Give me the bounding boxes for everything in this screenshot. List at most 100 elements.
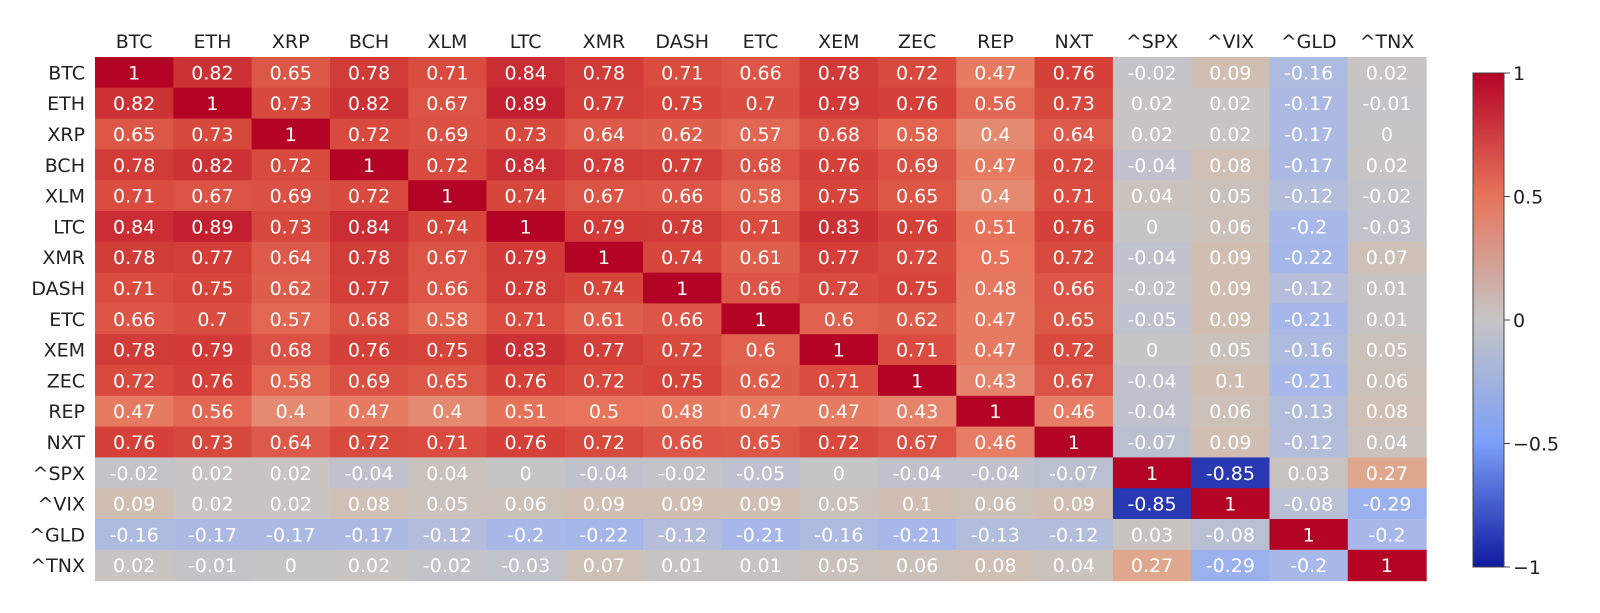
cell-label-spx-ltc: 0 bbox=[520, 463, 532, 485]
heatmap-cell-bch-bch bbox=[329, 149, 409, 181]
heatmap-cell-xem-xmr bbox=[564, 334, 644, 366]
cell-label-xem-zec: 0.71 bbox=[896, 340, 938, 362]
cell-label-xlm-btc: 0.71 bbox=[113, 186, 155, 208]
cell-label-gld-xem: -0.16 bbox=[814, 524, 863, 546]
heatmap-cell-xem-zec bbox=[878, 334, 957, 366]
heatmap-cell-gld-nxt bbox=[1034, 519, 1114, 551]
cell-label-xem-xmr: 0.77 bbox=[583, 340, 625, 362]
heatmap-cell-rep-ltc bbox=[486, 395, 566, 428]
heatmap-cell-zec-btc bbox=[95, 365, 174, 397]
cell-label-xem-btc: 0.78 bbox=[113, 340, 155, 362]
cell-label-bch-gld: -0.17 bbox=[1284, 155, 1333, 177]
heatmap-cell-dash-etc bbox=[721, 272, 801, 304]
cell-label-bch-vix: 0.08 bbox=[1209, 155, 1251, 177]
heatmap-cell-btc-zec bbox=[878, 57, 957, 89]
heatmap-cell-vix-xmr bbox=[564, 488, 644, 520]
heatmap-cell-xlm-xmr bbox=[564, 180, 644, 212]
heatmap-cell-xrp-vix bbox=[1191, 118, 1271, 150]
heatmap-cell-etc-spx bbox=[1112, 303, 1192, 335]
heatmap-cell-eth-eth bbox=[173, 87, 253, 120]
heatmap-cell-btc-bch bbox=[329, 57, 409, 89]
heatmap-cell-ltc-tnx bbox=[1347, 211, 1427, 243]
heatmap-cell-spx-etc bbox=[721, 457, 801, 489]
heatmap-cell-xlm-gld bbox=[1269, 180, 1349, 212]
heatmap-cell-spx-tnx bbox=[1347, 457, 1427, 489]
heatmap-cell-zec-xem bbox=[799, 365, 879, 397]
cell-label-tnx-spx: 0.27 bbox=[1131, 555, 1173, 577]
cell-label-zec-eth: 0.76 bbox=[191, 370, 233, 392]
cell-label-spx-zec: -0.04 bbox=[893, 463, 942, 485]
cell-label-spx-rep: -0.04 bbox=[971, 463, 1020, 485]
heatmap-cell-xem-spx bbox=[1112, 334, 1192, 366]
cell-label-zec-rep: 0.43 bbox=[974, 370, 1016, 392]
colorbar: 1 0.5 0 −0.5 −1 bbox=[1472, 63, 1559, 579]
cell-label-tnx-bch: 0.02 bbox=[348, 555, 390, 577]
heatmap-cell-xlm-dash bbox=[643, 180, 722, 212]
cell-label-tnx-xem: 0.05 bbox=[818, 555, 860, 577]
heatmap-cell-xlm-zec bbox=[878, 180, 957, 212]
cell-label-ltc-xem: 0.83 bbox=[818, 216, 860, 238]
cell-label-xmr-rep: 0.5 bbox=[980, 247, 1010, 269]
heatmap-cell-xmr-gld bbox=[1269, 241, 1349, 274]
heatmap-cell-rep-gld bbox=[1269, 395, 1349, 428]
cell-label-spx-btc: -0.02 bbox=[110, 463, 159, 485]
row-label-etc: ETC bbox=[49, 309, 85, 331]
heatmap-cell-xmr-etc bbox=[721, 241, 801, 274]
cell-label-btc-vix: 0.09 bbox=[1209, 62, 1251, 84]
heatmap-cell-xmr-tnx bbox=[1347, 241, 1427, 274]
row-label-xem: XEM bbox=[44, 340, 85, 362]
heatmap-cell-zec-rep bbox=[956, 365, 1036, 397]
cell-label-xrp-vix: 0.02 bbox=[1209, 124, 1251, 146]
heatmap-cell-tnx-rep bbox=[956, 549, 1036, 582]
heatmap-cell-btc-eth bbox=[173, 57, 253, 89]
heatmap-cell-tnx-spx bbox=[1112, 549, 1192, 582]
heatmap-cell-xem-gld bbox=[1269, 334, 1349, 366]
heatmap-cell-etc-xlm bbox=[408, 303, 488, 335]
column-labels: BTC ETH XRP BCH XLM LTC XMR DASH ETC XEM ZEC REP NXT… bbox=[116, 31, 1415, 53]
cell-label-xlm-xmr: 0.67 bbox=[583, 186, 625, 208]
heatmap-cell-xlm-eth bbox=[173, 180, 253, 212]
cell-label-zec-gld: -0.21 bbox=[1284, 370, 1333, 392]
cell-label-xem-eth: 0.79 bbox=[191, 340, 233, 362]
heatmap-cell-ltc-dash bbox=[643, 211, 722, 243]
cell-label-rep-dash: 0.48 bbox=[661, 401, 703, 423]
cell-label-etc-dash: 0.66 bbox=[661, 309, 703, 331]
cell-label-xrp-eth: 0.73 bbox=[191, 124, 233, 146]
cell-label-dash-rep: 0.48 bbox=[974, 278, 1016, 300]
cell-label-nxt-gld: -0.12 bbox=[1284, 432, 1333, 454]
cell-label-xlm-xlm: 1 bbox=[441, 186, 453, 208]
heatmap-cell-gld-spx bbox=[1112, 519, 1192, 551]
heatmap-cell-xem-xlm bbox=[408, 334, 488, 366]
heatmap-cell-rep-dash bbox=[643, 395, 722, 428]
heatmap-cell-tnx-eth bbox=[173, 549, 253, 582]
col-label-dash: DASH bbox=[655, 31, 709, 53]
cell-label-xem-gld: -0.16 bbox=[1284, 340, 1333, 362]
cell-label-eth-ltc: 0.89 bbox=[504, 93, 546, 115]
heatmap-cell-nxt-btc bbox=[95, 426, 174, 458]
heatmap-cell-dash-zec bbox=[878, 272, 957, 304]
heatmap-cell-zec-xrp bbox=[251, 365, 331, 397]
row-labels: BTC ETH XRP BCH XLM LTC XMR DASH ETC XEM ZEC REP NXT… bbox=[29, 62, 85, 577]
cell-label-etc-ltc: 0.71 bbox=[504, 309, 546, 331]
cell-label-zec-xrp: 0.58 bbox=[270, 370, 312, 392]
cell-label-xem-xem: 1 bbox=[833, 340, 845, 362]
heatmap-cell-rep-vix bbox=[1191, 395, 1271, 428]
heatmap-cell-btc-btc bbox=[95, 57, 174, 89]
col-label-zec: ZEC bbox=[898, 31, 936, 53]
cell-label-dash-btc: 0.71 bbox=[113, 278, 155, 300]
cell-label-eth-xem: 0.79 bbox=[818, 93, 860, 115]
heatmap-cell-eth-gld bbox=[1269, 87, 1349, 120]
heatmap-cell-etc-tnx bbox=[1347, 303, 1427, 335]
cell-label-gld-vix: -0.08 bbox=[1206, 524, 1255, 546]
cell-label-btc-bch: 0.78 bbox=[348, 62, 390, 84]
heatmap-cell-tnx-gld bbox=[1269, 549, 1349, 582]
heatmap-cell-zec-nxt bbox=[1034, 365, 1114, 397]
cell-label-spx-xrp: 0.02 bbox=[270, 463, 312, 485]
heatmap-cell-bch-xlm bbox=[408, 149, 488, 181]
heatmap-cell-xrp-gld bbox=[1269, 118, 1349, 150]
cell-label-spx-bch: -0.04 bbox=[344, 463, 393, 485]
cell-label-ltc-etc: 0.71 bbox=[739, 216, 781, 238]
heatmap-cell-etc-etc bbox=[721, 303, 801, 335]
heatmap-cell-bch-rep bbox=[956, 149, 1036, 181]
